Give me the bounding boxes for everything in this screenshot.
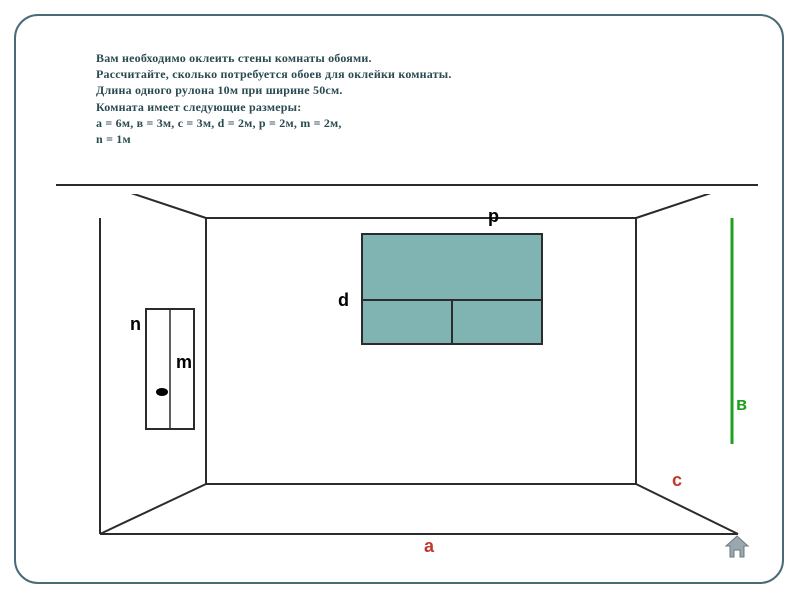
separator-line: [56, 184, 758, 186]
label-m: m: [176, 352, 192, 373]
label-v: в: [736, 394, 747, 415]
floor-left-edge: [100, 484, 206, 534]
window: [362, 234, 542, 344]
label-c: с: [672, 470, 682, 491]
task-line: a = 6м, в = 3м, с = 3м, d = 2м, p = 2м, …: [96, 115, 696, 131]
task-line: Комната имеет следующие размеры:: [96, 99, 696, 115]
right-ceiling-edge: [636, 194, 726, 218]
task-line: Рассчитайте, сколько потребуется обоев д…: [96, 66, 696, 82]
label-d: d: [338, 290, 349, 311]
home-icon[interactable]: [722, 532, 752, 562]
label-a: a: [424, 536, 434, 557]
label-n: n: [130, 314, 141, 335]
label-p: p: [488, 206, 499, 227]
room-svg: [76, 194, 752, 568]
task-line: Длина одного рулона 10м при ширине 50см.: [96, 82, 696, 98]
door-handle: [156, 388, 168, 396]
left-ceiling-edge: [116, 194, 206, 218]
room-diagram: p d n m в с a: [76, 194, 752, 568]
task-line: n = 1м: [96, 131, 696, 147]
floor-right-edge: [636, 484, 738, 534]
task-text-block: Вам необходимо оклеить стены комнаты обо…: [96, 50, 696, 147]
presentation-frame: Вам необходимо оклеить стены комнаты обо…: [14, 14, 784, 584]
task-line: Вам необходимо оклеить стены комнаты обо…: [96, 50, 696, 66]
